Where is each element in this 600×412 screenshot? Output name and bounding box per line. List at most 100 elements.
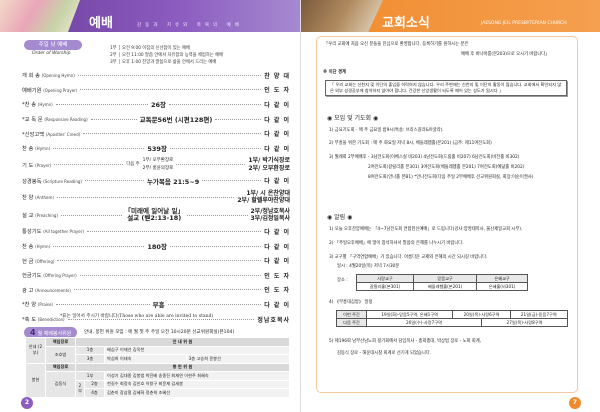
- row-label: 개 회 송 (Opening Hymn): [22, 73, 75, 80]
- worship-row: 통성기도 (All together Prayer) 다 같 이: [22, 224, 290, 239]
- offer-names: 천길수 최정숙 김인호 이왕구 최문재 김세봉: [103, 379, 291, 389]
- service: 2부: [75, 379, 85, 398]
- offer-names: 이성기 김대종 김봉범 박진배 송종진 최재연 이현주 최혜숙: [103, 371, 291, 381]
- month-number: 4: [30, 328, 36, 337]
- page-number: 7: [569, 397, 581, 409]
- news-item: 2) 「주일오후예배」에 많이 참석하셔서 말씀의 은혜를 나누시기 바랍니다.: [329, 241, 464, 246]
- meeting-item: 2) 부흥을 위한 기도회 : 매 주 화요일 저녁 8시, 베들레헴홀(본20…: [329, 141, 492, 146]
- row-value: 부흥: [152, 301, 165, 310]
- worship-row: 헌 금 (Offering) 다 같 이: [22, 253, 290, 268]
- floor: 2층: [84, 379, 105, 389]
- news-box: [316, 36, 578, 393]
- row-leader: 찬 양 대: [264, 72, 290, 80]
- row-label: 설 교 (Preaching): [22, 213, 58, 220]
- leader-dots: [53, 147, 145, 149]
- row-value: 「미래에 일어날 일」 설교 (벧2:13-18): [124, 206, 184, 223]
- week-label: 이번 주간: [336, 310, 367, 319]
- leader-dots: [167, 303, 262, 305]
- leader-dots: [169, 103, 262, 105]
- leader-dots: [73, 289, 262, 291]
- leader-dots: [56, 196, 235, 198]
- row-leader: 인 도 자: [264, 287, 290, 295]
- right-page: 교회소식 JAESONG JEIL PRESBYTERIAN CHURCH 「우…: [300, 0, 600, 412]
- worship-row: *축 도 (Benediction) 정남호목사: [22, 312, 290, 327]
- worship-row: 찬 양 (Anthem) 1부/ 시 온찬양대 2부/ 할렐루야찬양대: [22, 188, 290, 206]
- worship-row: 헌금기도 (Offering Prayer) 인 도 자: [22, 268, 290, 283]
- floor: 4층: [84, 388, 105, 398]
- bible-photo: [301, 0, 383, 32]
- header-subtitle: 감동과 치유와 축복의 예배: [137, 23, 243, 28]
- row-leader: 다 같 이: [264, 145, 290, 153]
- row-value: 1부/ 오부환장로 2부/ 홍윤의장로: [142, 158, 174, 171]
- place-header: 믿음교구: [412, 274, 478, 283]
- news-header: 교회소식 JAESONG JEIL PRESBYTERIAN CHURCH: [301, 0, 600, 32]
- revival-table: 이번 주간 19일(화)-믿음5구역, 은혜1구역 20일(목)-사랑6구역 21일(…: [336, 310, 569, 327]
- row-label: *찬 양 (Praise): [22, 302, 53, 309]
- row-leader: 다 같 이: [264, 258, 290, 266]
- place-cell: 갈릴리홀(본301): [356, 282, 414, 291]
- row-leader: 다 같 이: [264, 178, 290, 186]
- leader-dots: [79, 274, 262, 276]
- worship-row: 개 회 송 (Opening Hymn) 찬 양 대: [22, 68, 290, 83]
- place-cell: 베들레헴홀(본201): [412, 282, 478, 291]
- row-label: 헌 금 (Offering): [22, 258, 55, 265]
- revival-cell: 26일(수)-사랑7구역: [366, 318, 482, 327]
- meeting-item: 1) 금요기도회 - 매 주 금요일 밤9시(특송: 브리스길라&아굴라).: [329, 128, 444, 133]
- row-label: *찬 송 (Hymn): [22, 102, 53, 109]
- meeting-item: 3) 월례회 2부예배후 - 3남전도회(이베스실 비203) 4남전도회(드림…: [329, 155, 520, 160]
- row-label: 헌금기도 (Offering Prayer): [22, 273, 77, 280]
- leader-dots: [57, 260, 262, 262]
- service-times: 1부 │ 오전 9:00 이침의 신선함이 있는 예배 2부 │ 오전 11:0…: [110, 45, 223, 66]
- row-label: 광 고 (Announcements): [22, 287, 71, 294]
- worship-row: *신앙고백 (Apostles' Creed) 다 같 이: [22, 126, 290, 141]
- row-label: *축 도 (Benediction): [22, 317, 65, 324]
- revival-title: 4) 《부흥대심방》 일정: [329, 300, 373, 305]
- row-leader: 1부/ 시 온찬양대 2부/ 할렐루야찬양대: [237, 189, 290, 205]
- floor: 3층: [75, 354, 105, 364]
- leader-dots: [84, 180, 144, 182]
- row-label: *교 독 문 (Responsive Reading): [22, 117, 88, 124]
- leader-dots: [80, 89, 262, 91]
- section4-label: 월 예배봉사위원: [37, 331, 72, 337]
- worship-row: 예배기원 (Opening Prayer) 인 도 자: [22, 83, 290, 98]
- news-item: 김동식 장로 - 해운대시찰 회계로 선기게 되었습니다.: [337, 351, 432, 356]
- header-title: 교회소식: [382, 16, 430, 31]
- place-header: 사랑교구: [356, 274, 414, 283]
- resp-elder-header: 책임장로: [45, 337, 76, 347]
- worship-row: 기 도 (Prayer) 다음 주 1부/ 오부환장로 2부/ 홍윤의장로 1부/ 박기…: [22, 156, 290, 174]
- worship-row: 찬 송 (Hymn) 180장 다 같 이: [22, 239, 290, 254]
- news-item: 1) 오늘 오후찬양예배는 「4~7남전도회 연합헌신예배」로 드립니다(강사:…: [329, 227, 523, 232]
- leader-dots: [77, 74, 262, 76]
- week-label: 다음 주간: [336, 318, 367, 327]
- leader-dots: [90, 118, 137, 120]
- row-leader: 다 같 이: [264, 243, 290, 251]
- leader-dots: [215, 118, 262, 120]
- offer-elder: 김동식: [45, 371, 76, 398]
- row-value: 26장: [150, 101, 166, 110]
- left-page: 예배 감동과 치유와 축복의 예배 주일 낮 예배 Order of Worsh…: [0, 0, 300, 409]
- leader-dots: [176, 164, 246, 166]
- order-label: Order of Worship: [32, 51, 71, 56]
- meeting-item: 2여전도회(갈릴리홀 본301) 3여전도회(베들레헴홀 본201) 7여전도회…: [368, 165, 525, 170]
- worship-row: *교 독 문 (Responsive Reading) 교독문56번 (시편128…: [22, 112, 290, 127]
- leader-dots: [67, 318, 255, 320]
- row-leader: 다 같 이: [264, 228, 290, 236]
- resp-elder-header: 책임장로: [45, 362, 76, 372]
- leader-dots: [60, 214, 122, 216]
- welcome-text: 예배 후 바나바룸(본203)으로 오시기 바랍니다」: [461, 52, 550, 57]
- row-leader: 다 같 이: [264, 116, 290, 124]
- service-committee-table: 안내 (2부) 책임장로 안 내 위 원 조호범 1층 배심구 이재선 김옥천 3층 박심…: [25, 337, 291, 398]
- row-label: 성경봉독 (Scripture Reading): [22, 178, 82, 185]
- offer-header: 봉 헌 위 원: [75, 362, 290, 372]
- guide-names: 배심구 이재선 김옥천: [103, 345, 291, 355]
- row-label: 찬 양 (Anthem): [22, 195, 54, 202]
- service-time: 3부 │ 오후 1:00 찬양과 말씀으로 삶을 안에서 드리는 예배: [110, 60, 217, 65]
- leader-dots: [186, 214, 248, 216]
- worship-row: 찬 송 (Hymn) 539장 다 같 이: [22, 141, 290, 156]
- leader-dots: [202, 180, 262, 182]
- worship-header: 예배 감동과 치유와 축복의 예배: [0, 0, 300, 32]
- section4-text: 안내, 봉헌 위원 모임 : 매 월 첫 주 주일 오전 10시20분 선교위원…: [84, 330, 235, 335]
- row-label: 기 도 (Prayer): [22, 162, 52, 169]
- page-number: 2: [21, 397, 33, 409]
